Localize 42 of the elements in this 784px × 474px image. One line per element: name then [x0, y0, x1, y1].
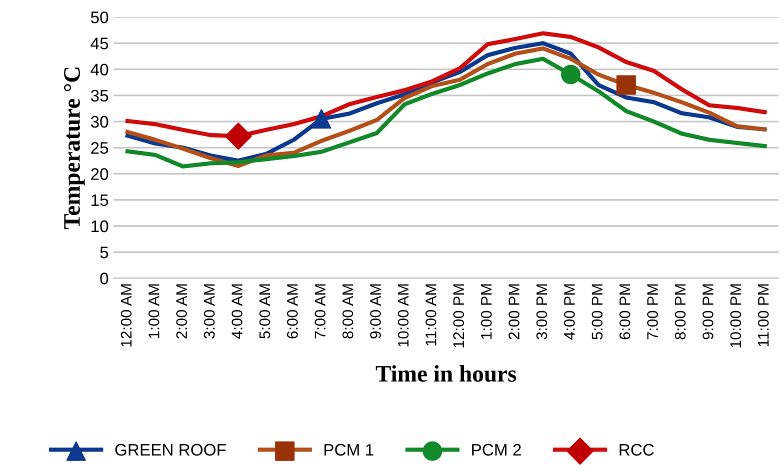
x-tick-label: 10:00 AM	[398, 284, 409, 346]
x-tick-label: 5:00 PM	[592, 284, 603, 340]
x-tick-label: 8:00 PM	[674, 284, 686, 340]
x-tick-label: 7:00 AM	[314, 284, 326, 338]
x-tick-label: 5:00 AM	[259, 284, 270, 339]
x-tick-label: 9:00 AM	[370, 284, 381, 338]
y-tick-label: 45	[90, 38, 108, 50]
legend-label: PCM 2	[472, 444, 521, 456]
x-tick-label: 4:00 AM	[232, 284, 242, 339]
y-tick-label: 40	[90, 64, 108, 76]
y-tick-label: 0	[100, 272, 108, 284]
x-tick-label: 1:00 PM	[480, 284, 492, 339]
x-tick-label: 7:00 PM	[647, 284, 658, 340]
y-tick-label: 10	[92, 220, 108, 232]
x-tick-label: 1:00 AM	[148, 284, 160, 338]
y-tick-label: 35	[90, 90, 108, 102]
x-tick-label: 11:00 AM	[426, 284, 436, 346]
x-tick-label: 12:00 AM	[120, 284, 132, 346]
line-series	[125, 31, 767, 138]
x-tick-label: 4:00 PM	[564, 284, 575, 340]
x-tick-label: 2:00 PM	[508, 284, 520, 340]
x-tick-label: 3:00 AM	[204, 284, 215, 339]
legend-label: PCM 1	[324, 444, 374, 456]
x-tick-label: 6:00 AM	[287, 284, 298, 338]
y-tick-label: 25	[91, 142, 108, 154]
y-tick-label: 20	[91, 168, 108, 180]
legend-label: GREEN ROOF	[115, 444, 226, 456]
y-tick-label: 5	[100, 246, 108, 258]
x-tick-label: 11:00 PM	[758, 284, 769, 346]
x-tick-label: 9:00 PM	[702, 284, 714, 340]
x-tick-label: 6:00 PM	[619, 284, 630, 340]
x-tick-label: 3:00 PM	[536, 284, 548, 340]
legend-label: RCC	[620, 444, 654, 456]
x-tick-label: 8:00 AM	[342, 284, 354, 338]
y-tick-label: 15	[92, 194, 108, 206]
x-tick-label: 10:00 PM	[730, 284, 742, 348]
y-tick-label: 50	[90, 11, 108, 24]
y-axis-title: Temperature °C	[64, 68, 85, 230]
x-axis-title: Time in hours	[376, 365, 516, 382]
y-tick-label: 30	[90, 116, 108, 128]
x-tick-label: 2:00 AM	[176, 284, 188, 338]
x-tick-label: 12:00 PM	[453, 284, 464, 348]
